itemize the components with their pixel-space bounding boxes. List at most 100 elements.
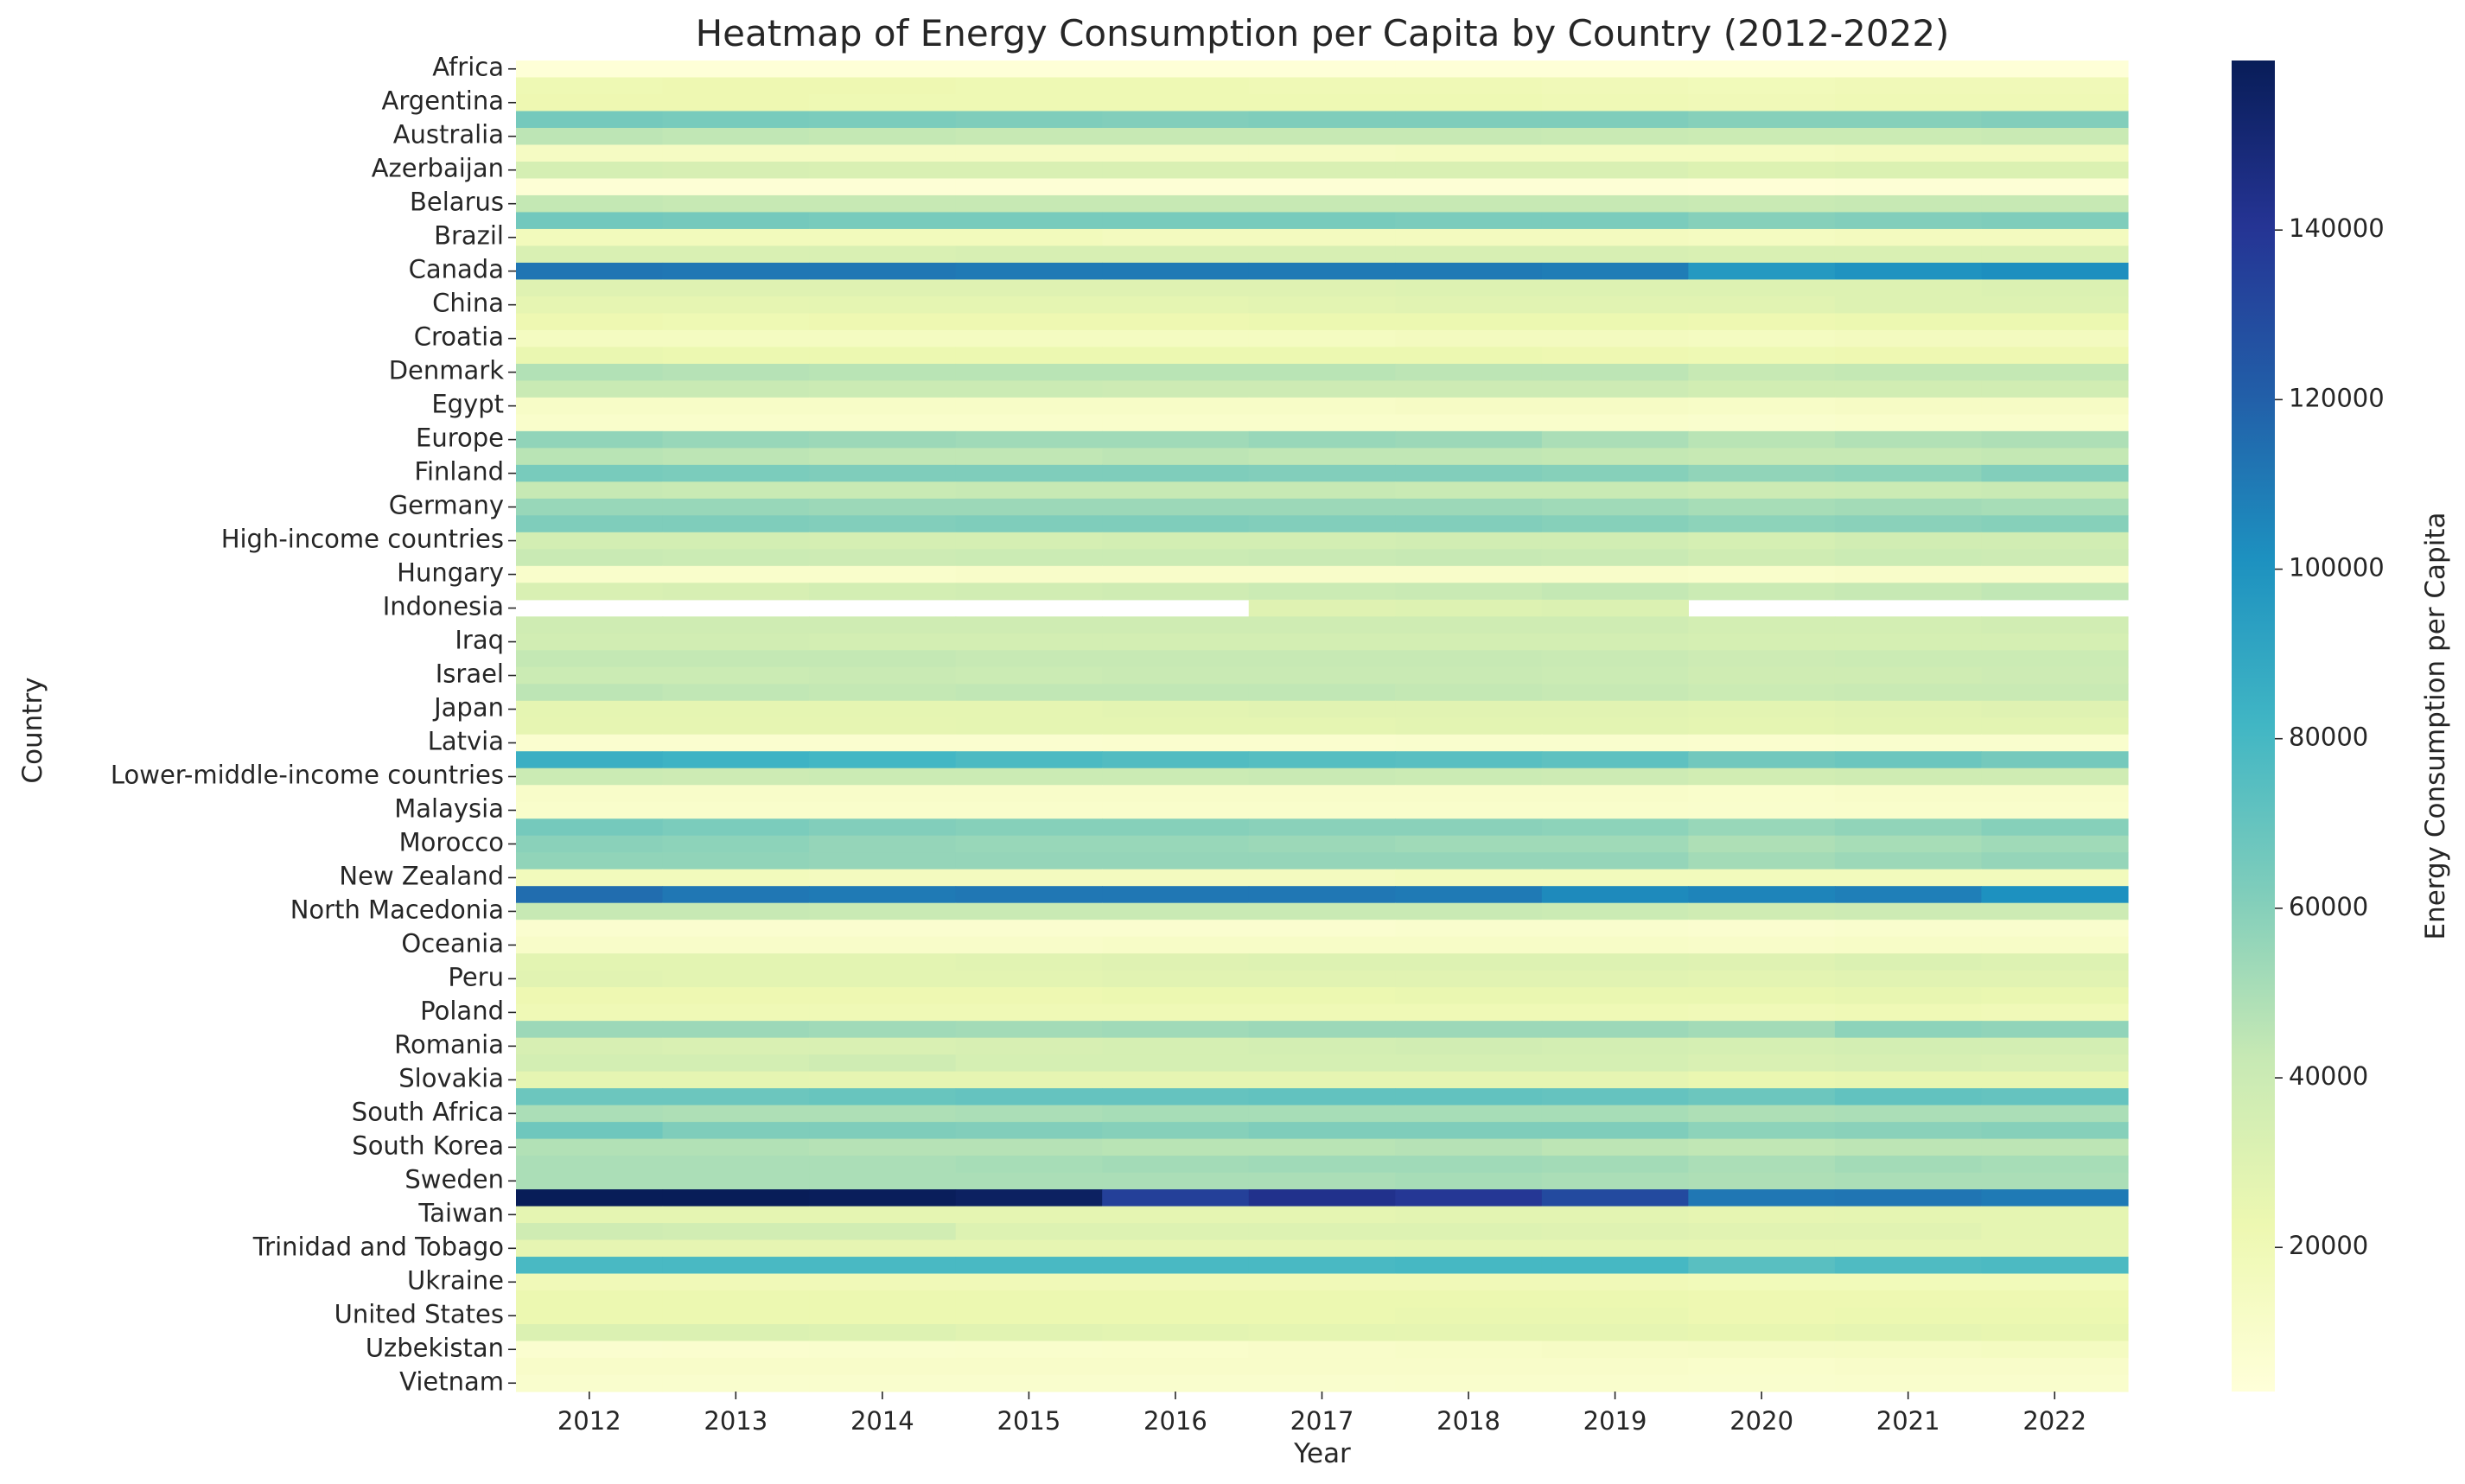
heatmap-cell: [1688, 329, 1836, 347]
heatmap-cell: [1981, 953, 2129, 971]
heatmap-cell: [1688, 61, 1836, 79]
heatmap-cell: [1541, 262, 1689, 281]
heatmap-cell: [1102, 245, 1250, 264]
heatmap-cell: [1395, 666, 1543, 685]
heatmap-cell: [1834, 127, 1983, 146]
heatmap-cell: [516, 751, 664, 769]
heatmap-cell: [1688, 684, 1836, 702]
heatmap-cell: [955, 920, 1103, 938]
heatmap-cell: [809, 414, 957, 432]
y-tick-label: Canada: [409, 255, 504, 284]
y-tick-label: South Korea: [352, 1131, 504, 1160]
heatmap-cell: [1834, 111, 1983, 129]
heatmap-cell: [809, 1172, 957, 1190]
heatmap-cell: [809, 650, 957, 668]
heatmap-cell: [955, 161, 1103, 180]
heatmap-cell: [516, 767, 664, 786]
heatmap-cell: [1395, 1273, 1543, 1291]
heatmap-cell: [662, 279, 810, 297]
heatmap-cell: [1981, 228, 2129, 247]
heatmap-cell: [662, 430, 810, 449]
heatmap-cell: [1541, 61, 1689, 79]
heatmap-cell: [516, 178, 664, 196]
heatmap-cell: [809, 1273, 957, 1291]
heatmap-cell: [809, 1239, 957, 1258]
heatmap-cell: [662, 1021, 810, 1039]
heatmap-cell: [1248, 1021, 1396, 1039]
heatmap-cell: [662, 1341, 810, 1359]
heatmap-cell: [1688, 1021, 1836, 1039]
heatmap-cell: [809, 228, 957, 247]
heatmap-cell: [1981, 93, 2129, 112]
y-tick-label: China: [432, 289, 504, 318]
heatmap-cell: [1248, 1239, 1396, 1258]
heatmap-cell: [662, 93, 810, 112]
heatmap-cell: [1834, 262, 1983, 281]
heatmap-cell: [1248, 886, 1396, 904]
heatmap-cell: [955, 481, 1103, 500]
heatmap-cell: [1248, 111, 1396, 129]
heatmap-cell: [1102, 666, 1250, 685]
heatmap-cell: [955, 93, 1103, 112]
heatmap-cell: [1688, 262, 1836, 281]
heatmap-cell: [1541, 1138, 1689, 1156]
heatmap-cell: [955, 987, 1103, 1005]
heatmap-cell: [1834, 1341, 1983, 1359]
heatmap-cell: [955, 262, 1103, 281]
heatmap-cell: [1981, 111, 2129, 129]
heatmap-cell: [662, 818, 810, 837]
heatmap-cell: [1541, 852, 1689, 870]
heatmap-cell: [1981, 583, 2129, 601]
heatmap-cell: [809, 532, 957, 550]
heatmap-cell: [1981, 684, 2129, 702]
heatmap-cell: [1541, 1374, 1689, 1392]
heatmap-cell: [1395, 127, 1543, 146]
heatmap-cell: [516, 532, 664, 550]
heatmap-cell: [662, 583, 810, 601]
heatmap-cell: [1541, 785, 1689, 803]
heatmap-cell: [1248, 93, 1396, 112]
heatmap-cell: [662, 1324, 810, 1342]
heatmap-cell: [1395, 902, 1543, 920]
colorbar-tick-label: 20000: [2289, 1231, 2368, 1260]
heatmap-cell: [1541, 767, 1689, 786]
heatmap-cell: [1248, 1206, 1396, 1224]
heatmap-cell: [1688, 1054, 1836, 1073]
heatmap-cell: [662, 464, 810, 482]
heatmap-cell: [662, 717, 810, 736]
heatmap-cell: [1248, 1003, 1396, 1022]
heatmap-cell: [1541, 801, 1689, 819]
heatmap-cell: [1688, 93, 1836, 112]
heatmap-cell: [1541, 1003, 1689, 1022]
y-tick-label: Morocco: [399, 827, 504, 857]
y-tick-label: South Africa: [352, 1097, 504, 1126]
heatmap-cell: [516, 852, 664, 870]
heatmap-cell: [955, 1003, 1103, 1022]
heatmap-cell: [516, 262, 664, 281]
heatmap-cell: [516, 734, 664, 752]
heatmap-cell: [1834, 650, 1983, 668]
heatmap-cell: [1102, 633, 1250, 651]
heatmap-cell: [1248, 633, 1396, 651]
heatmap-cell: [809, 1358, 957, 1376]
y-tick-label: Germany: [389, 491, 504, 520]
heatmap-cell: [662, 902, 810, 920]
heatmap-cell: [1541, 1341, 1689, 1359]
x-tick-label: 2019: [1583, 1406, 1647, 1436]
heatmap-cell: [809, 801, 957, 819]
heatmap-cell: [1834, 902, 1983, 920]
heatmap-cell: [1981, 801, 2129, 819]
heatmap-cell: [662, 1307, 810, 1325]
heatmap-cell: [662, 549, 810, 567]
heatmap-cell: [1248, 77, 1396, 95]
heatmap-cell: [516, 448, 664, 466]
heatmap-cell: [1688, 583, 1836, 601]
heatmap-cell: [1981, 1021, 2129, 1039]
heatmap-cell: [1248, 1223, 1396, 1241]
heatmap-cell: [1981, 549, 2129, 567]
heatmap-cell: [1248, 347, 1396, 365]
heatmap-cell: [1834, 1003, 1983, 1022]
heatmap-cell: [1395, 347, 1543, 365]
heatmap-cell: [516, 515, 664, 533]
heatmap-cell: [516, 1071, 664, 1089]
